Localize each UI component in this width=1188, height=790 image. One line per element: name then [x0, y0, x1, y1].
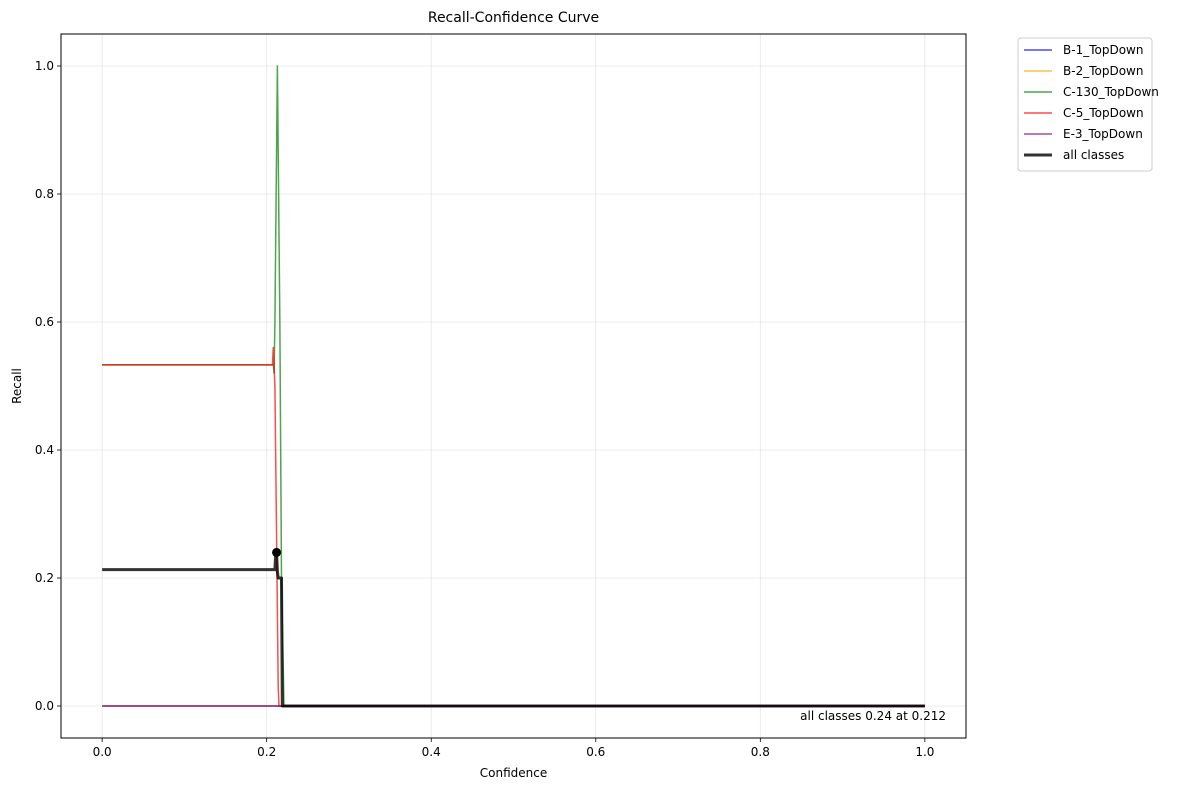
best-point-marker	[272, 547, 282, 557]
series-line-3	[102, 346, 925, 707]
x-tick-label: 0.4	[422, 745, 441, 759]
y-tick-label: 0.0	[35, 699, 54, 713]
legend-label-3: C-5_TopDown	[1063, 106, 1144, 120]
y-tick-label: 0.2	[35, 571, 54, 585]
legend-label-4: E-3_TopDown	[1063, 127, 1143, 141]
best-annotation: all classes 0.24 at 0.212	[800, 709, 946, 723]
legend: B-1_TopDown B-2_TopDown C-130_TopDown C-5_T…	[1017, 37, 1159, 172]
series-line-5	[102, 550, 925, 708]
x-axis-label: Confidence	[480, 766, 547, 780]
y-axis-label: Recall	[10, 368, 24, 404]
legend-label-2: C-130_TopDown	[1063, 85, 1159, 99]
legend-label-5: all classes	[1063, 148, 1124, 162]
series-layer	[102, 65, 925, 708]
y-tick-label: 1.0	[35, 59, 54, 73]
legend-label-0: B-1_TopDown	[1063, 43, 1143, 57]
x-tick-label: 0.8	[751, 745, 770, 759]
x-tick-label: 0.0	[93, 745, 112, 759]
y-tick-label: 0.8	[35, 187, 54, 201]
x-tick-label: 0.2	[257, 745, 276, 759]
x-tick-label: 0.6	[586, 745, 605, 759]
x-tick-label: 1.0	[915, 745, 934, 759]
plot-frame	[60, 33, 967, 739]
y-tick-label: 0.6	[35, 315, 54, 329]
axis-ticks: 0.0 0.2 0.4 0.6 0.8 1.0 0.0 0.2 0.4 0.6 0.8 1.0	[35, 59, 935, 759]
legend-label-1: B-2_TopDown	[1063, 64, 1143, 78]
chart-title: Recall-Confidence Curve	[428, 10, 599, 26]
y-tick-label: 0.4	[35, 443, 54, 457]
